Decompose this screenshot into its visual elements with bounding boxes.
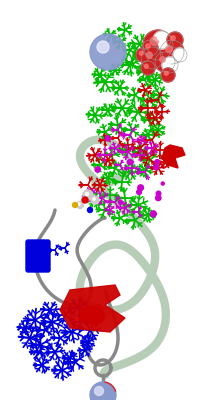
Circle shape — [171, 36, 175, 40]
Circle shape — [150, 37, 158, 46]
Circle shape — [166, 61, 170, 65]
Circle shape — [72, 202, 78, 208]
Circle shape — [155, 52, 175, 72]
Circle shape — [144, 64, 148, 68]
Circle shape — [142, 40, 158, 56]
Circle shape — [153, 31, 171, 49]
Circle shape — [137, 190, 141, 194]
Circle shape — [90, 382, 116, 400]
Circle shape — [162, 57, 178, 73]
Circle shape — [146, 44, 150, 48]
Circle shape — [90, 34, 126, 70]
Circle shape — [155, 195, 161, 201]
Circle shape — [85, 192, 88, 196]
Polygon shape — [60, 285, 125, 332]
Circle shape — [128, 160, 133, 165]
Circle shape — [157, 35, 162, 40]
Polygon shape — [80, 305, 105, 325]
Circle shape — [141, 61, 155, 75]
Circle shape — [166, 46, 172, 52]
Circle shape — [167, 32, 183, 48]
Circle shape — [176, 51, 180, 55]
Circle shape — [150, 211, 156, 217]
Circle shape — [143, 30, 173, 60]
Circle shape — [93, 198, 95, 200]
Circle shape — [118, 200, 122, 204]
Circle shape — [155, 160, 159, 164]
Circle shape — [160, 57, 165, 62]
Circle shape — [97, 41, 109, 53]
Circle shape — [161, 68, 175, 82]
Circle shape — [156, 191, 161, 196]
Circle shape — [95, 386, 104, 396]
Circle shape — [95, 167, 100, 172]
Circle shape — [173, 48, 187, 62]
Circle shape — [146, 52, 152, 58]
Circle shape — [105, 136, 110, 141]
FancyBboxPatch shape — [26, 240, 50, 272]
Circle shape — [136, 48, 150, 62]
Circle shape — [141, 47, 163, 69]
Circle shape — [164, 71, 168, 75]
Circle shape — [83, 190, 93, 200]
Circle shape — [161, 182, 164, 185]
Circle shape — [154, 165, 159, 170]
Circle shape — [138, 185, 144, 190]
Circle shape — [82, 197, 88, 203]
Circle shape — [91, 196, 99, 204]
Polygon shape — [162, 145, 185, 168]
Circle shape — [139, 51, 143, 55]
Circle shape — [76, 202, 83, 208]
Circle shape — [160, 40, 184, 64]
Circle shape — [78, 203, 80, 205]
Circle shape — [75, 192, 81, 198]
Circle shape — [88, 208, 92, 212]
